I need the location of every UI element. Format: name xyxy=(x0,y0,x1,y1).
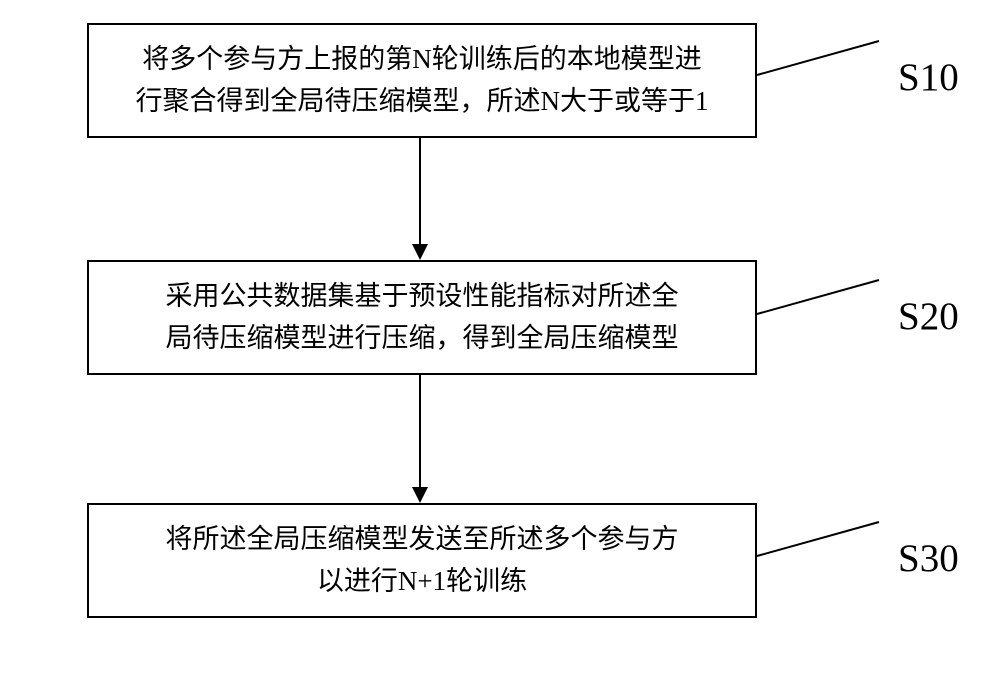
callout-line-s30 xyxy=(0,0,1000,683)
